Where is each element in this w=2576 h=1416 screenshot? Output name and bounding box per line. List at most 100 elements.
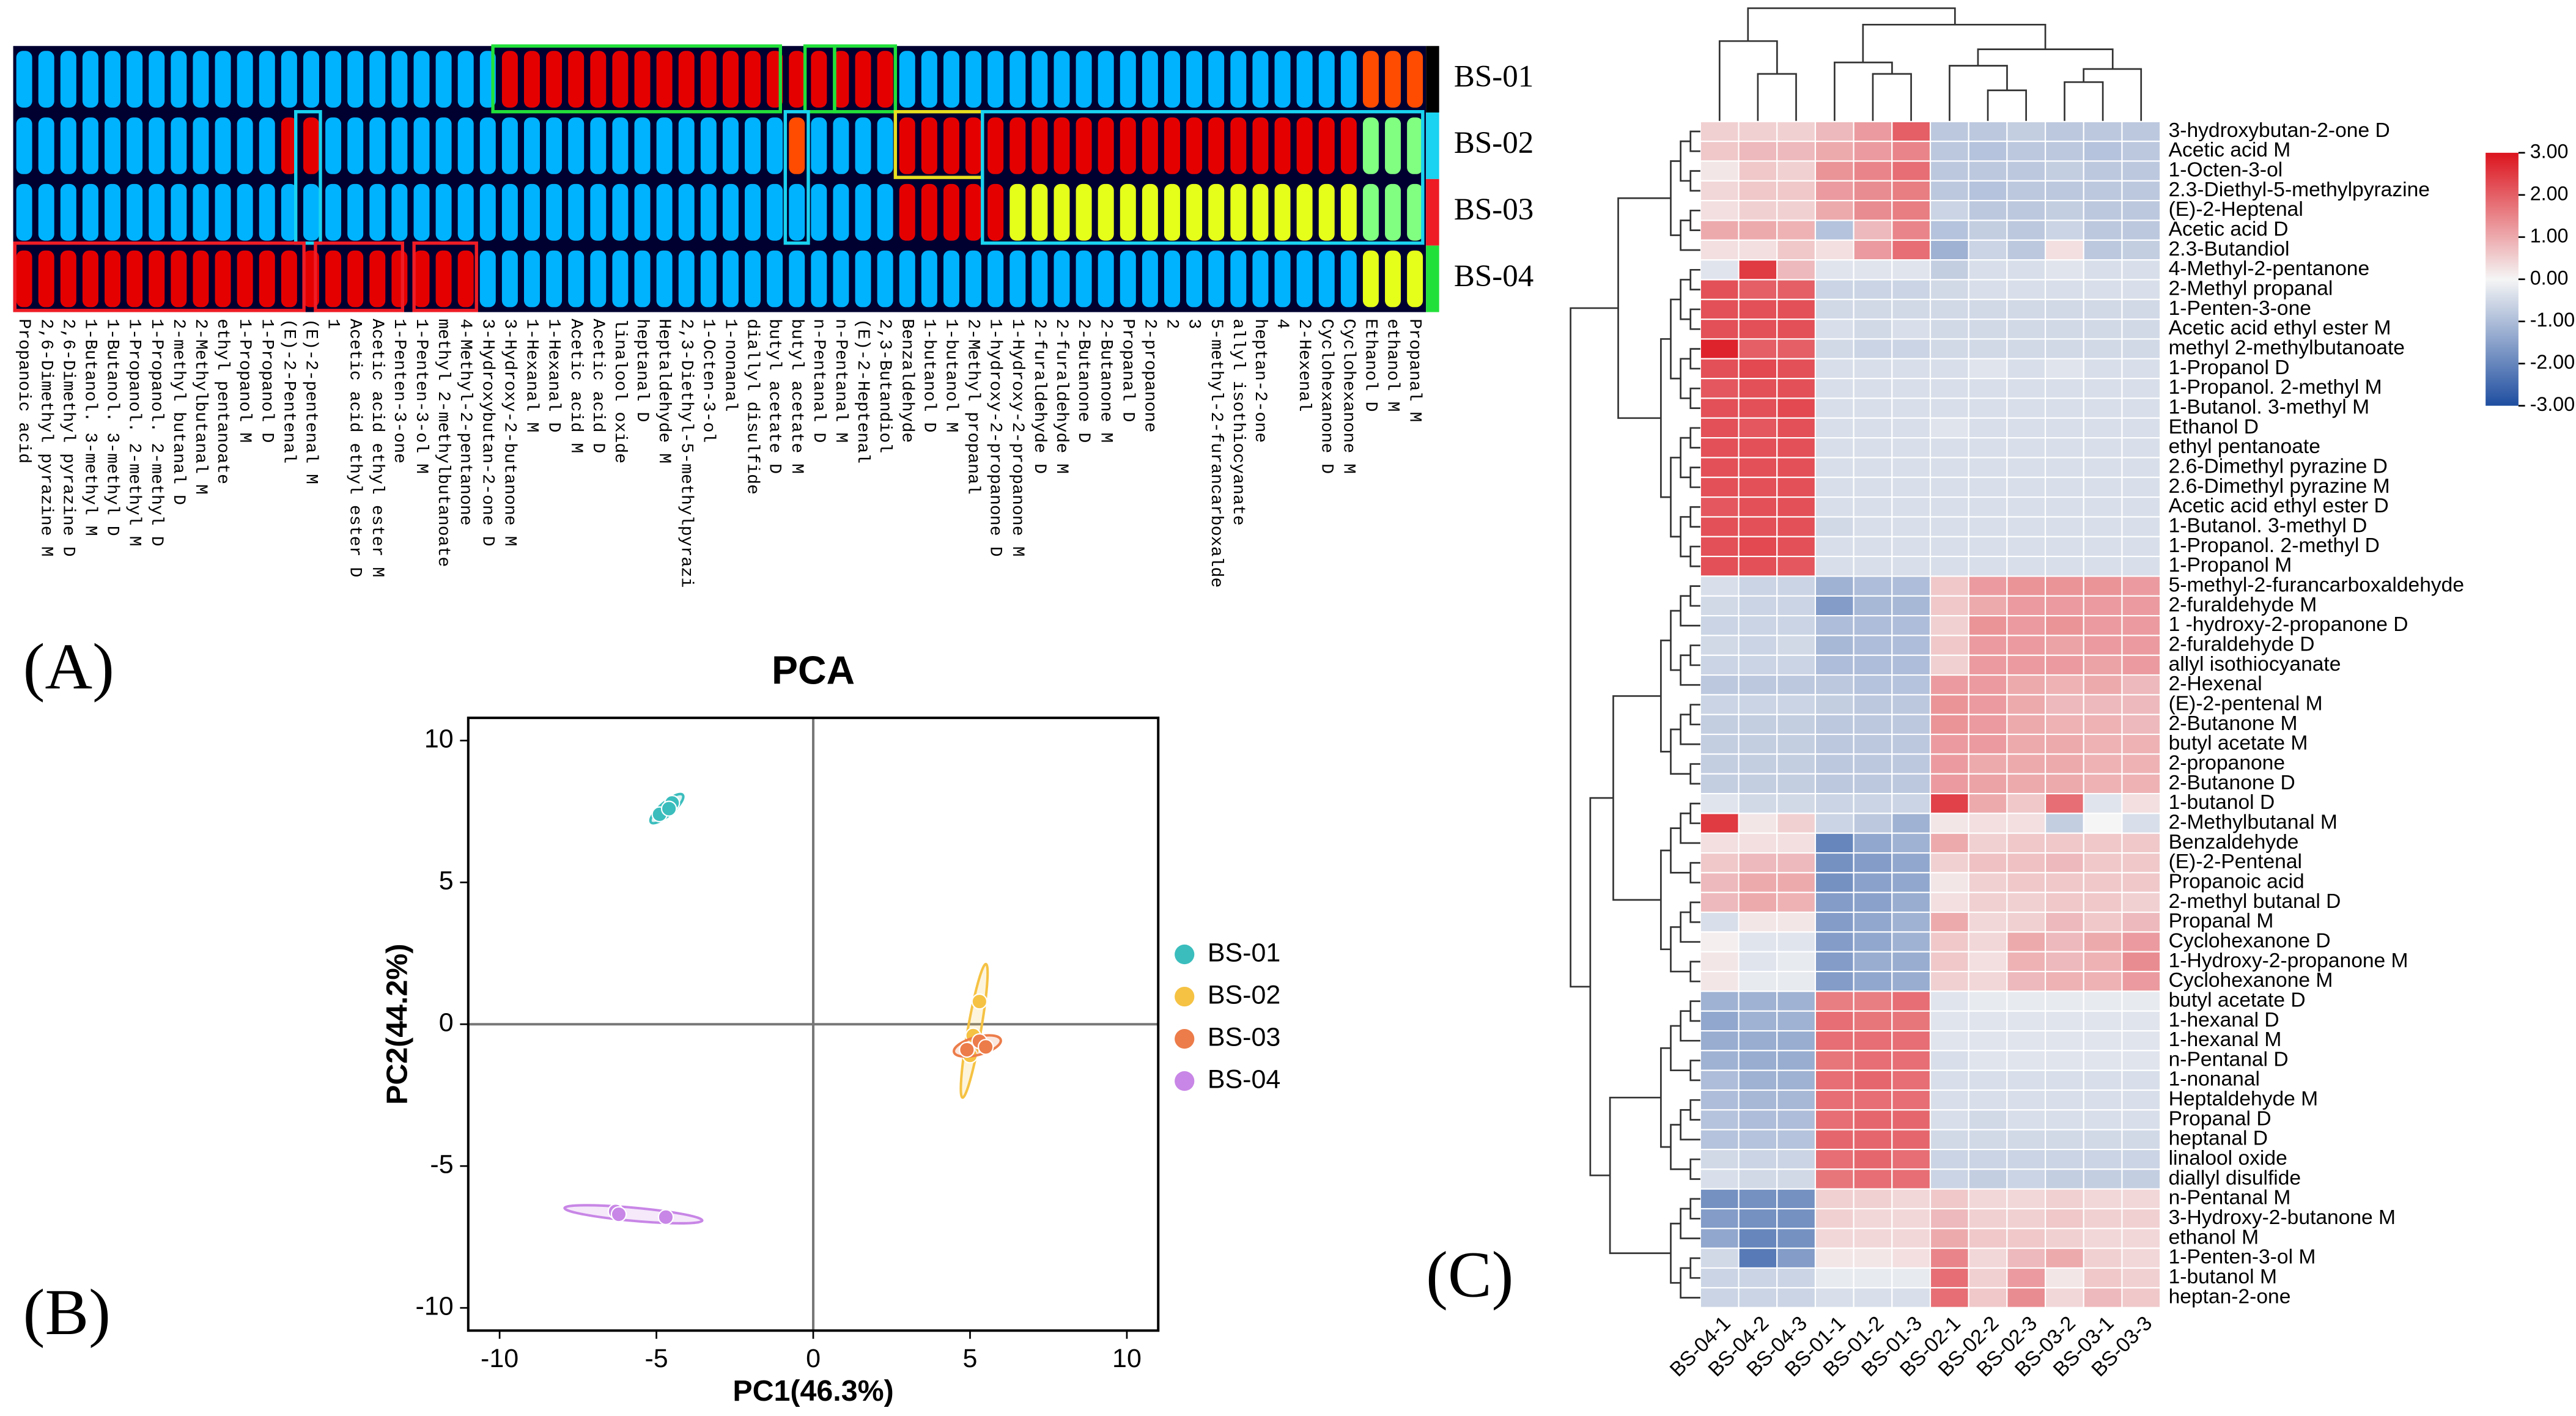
- heatmap-cell: [2045, 1069, 2084, 1091]
- heatmap-cell: [1853, 1129, 1893, 1151]
- gallery-cell: [501, 51, 518, 108]
- heatmap-cell: [1929, 595, 1969, 617]
- heatmap-cell: [2045, 911, 2084, 933]
- heatmap-cell: [1738, 951, 1778, 973]
- heatmap-cell: [1814, 200, 1854, 221]
- gallery-cell: [523, 117, 540, 174]
- heatmap-cell: [2083, 931, 2123, 953]
- gallery-cell: [1230, 183, 1247, 241]
- gallery-cell: [149, 250, 165, 308]
- row-label: 2.6-Dimethyl pyrazine D: [2169, 455, 2388, 478]
- heatmap-cell: [1814, 476, 1854, 498]
- color-bar-label: 0.00: [2530, 267, 2569, 289]
- heatmap-cell: [2006, 536, 2046, 558]
- heatmap-cell: [2083, 476, 2123, 498]
- heatmap-cell: [2006, 792, 2046, 814]
- heatmap-cell: [2045, 160, 2084, 182]
- compound-label: 2-methyl butanal D: [169, 319, 188, 505]
- heatmap-cell: [1738, 990, 1778, 1012]
- heatmap-cell: [1929, 397, 1969, 419]
- heatmap-cell: [2006, 1030, 2046, 1052]
- heatmap-cell: [2083, 753, 2123, 775]
- heatmap-cell: [1814, 358, 1854, 380]
- heatmap-cell: [1968, 813, 2008, 834]
- row-label: 4-Methyl-2-pentanone: [2169, 257, 2370, 280]
- heatmap-cell: [2121, 200, 2161, 221]
- row-label: Propanoic acid: [2169, 870, 2305, 893]
- gallery-cell: [1009, 51, 1026, 108]
- heatmap-cell: [1968, 1109, 2008, 1130]
- heatmap-cell: [1699, 1188, 1740, 1210]
- heatmap-cell: [2121, 792, 2161, 814]
- heatmap-cell: [1853, 1069, 1893, 1091]
- color-bar-label: 3.00: [2530, 140, 2569, 162]
- heatmap-cell: [1699, 1089, 1740, 1111]
- heatmap-cell: [1929, 970, 1969, 992]
- heatmap-cell: [1929, 298, 1969, 320]
- gallery-cell: [105, 183, 121, 241]
- heatmap-cell: [1891, 180, 1932, 202]
- heatmap-cell: [1776, 951, 1817, 973]
- heatmap-cell: [2045, 496, 2084, 518]
- gallery-cell: [193, 117, 209, 174]
- gallery-cell: [1164, 51, 1180, 108]
- heatmap-cell: [1853, 338, 1893, 360]
- compound-label: 1-Propanol D: [257, 319, 276, 443]
- gallery-cell: [1054, 183, 1070, 241]
- heatmap-cell: [1968, 1267, 2008, 1289]
- heatmap-cell: [1968, 338, 2008, 360]
- gallery-cell: [303, 183, 319, 241]
- heatmap-cell: [1929, 417, 1969, 439]
- heatmap-cell: [1699, 476, 1740, 498]
- heatmap-cell: [1929, 358, 1969, 380]
- gallery-cell: [634, 117, 651, 174]
- heatmap-cell: [2045, 753, 2084, 775]
- heatmap-cell: [2006, 556, 2046, 577]
- heatmap-cell: [2006, 753, 2046, 775]
- heatmap-cell: [2045, 792, 2084, 814]
- heatmap-cell: [1699, 298, 1740, 320]
- gallery-cell: [259, 51, 275, 108]
- gallery-cell: [700, 117, 717, 174]
- heatmap-cell: [1968, 931, 2008, 953]
- gallery-cell: [60, 51, 76, 108]
- gallery-cell: [1362, 250, 1379, 308]
- heatmap-cell: [1968, 792, 2008, 814]
- compound-label: linalool oxide: [610, 319, 629, 463]
- heatmap-cell: [1968, 654, 2008, 676]
- color-bar-label: 2.00: [2530, 182, 2569, 204]
- heatmap-cell: [2006, 1267, 2046, 1289]
- heatmap-cell: [2121, 951, 2161, 973]
- gallery-cell: [457, 250, 474, 308]
- heatmap-cell: [1814, 1148, 1854, 1170]
- legend-label: BS-01: [1208, 938, 1280, 967]
- gallery-cell: [237, 51, 253, 108]
- heatmap-cell: [1814, 832, 1854, 854]
- gallery-cell: [1385, 117, 1401, 174]
- heatmap-cell: [1968, 298, 2008, 320]
- heatmap-cell: [1738, 219, 1778, 241]
- heatmap-cell: [1853, 1168, 1893, 1190]
- heatmap-cell: [2045, 358, 2084, 380]
- heatmap-cell: [1699, 358, 1740, 380]
- gallery-cell: [745, 250, 761, 308]
- heatmap-cell: [1814, 120, 1854, 142]
- heatmap-cell: [1891, 813, 1932, 834]
- heatmap-cell: [2121, 813, 2161, 834]
- heatmap-cell: [1891, 832, 1932, 854]
- color-bar-label: -1.00: [2530, 309, 2575, 331]
- heatmap-cell: [2083, 773, 2123, 795]
- heatmap-cell: [2045, 319, 2084, 340]
- gallery-cell: [590, 117, 607, 174]
- heatmap-cell: [2045, 1267, 2084, 1289]
- compound-label: (E)-2-Heptenal: [853, 319, 872, 463]
- heatmap-cell: [2121, 575, 2161, 597]
- heatmap-cell: [2045, 239, 2084, 261]
- heatmap-cell: [1776, 358, 1817, 380]
- heatmap-cell: [2045, 219, 2084, 241]
- heatmap-cell: [1776, 417, 1817, 439]
- heatmap-cell: [1968, 1208, 2008, 1230]
- heatmap-cell: [1814, 951, 1854, 973]
- gallery-cell: [722, 51, 739, 108]
- gallery-cell: [1186, 117, 1203, 174]
